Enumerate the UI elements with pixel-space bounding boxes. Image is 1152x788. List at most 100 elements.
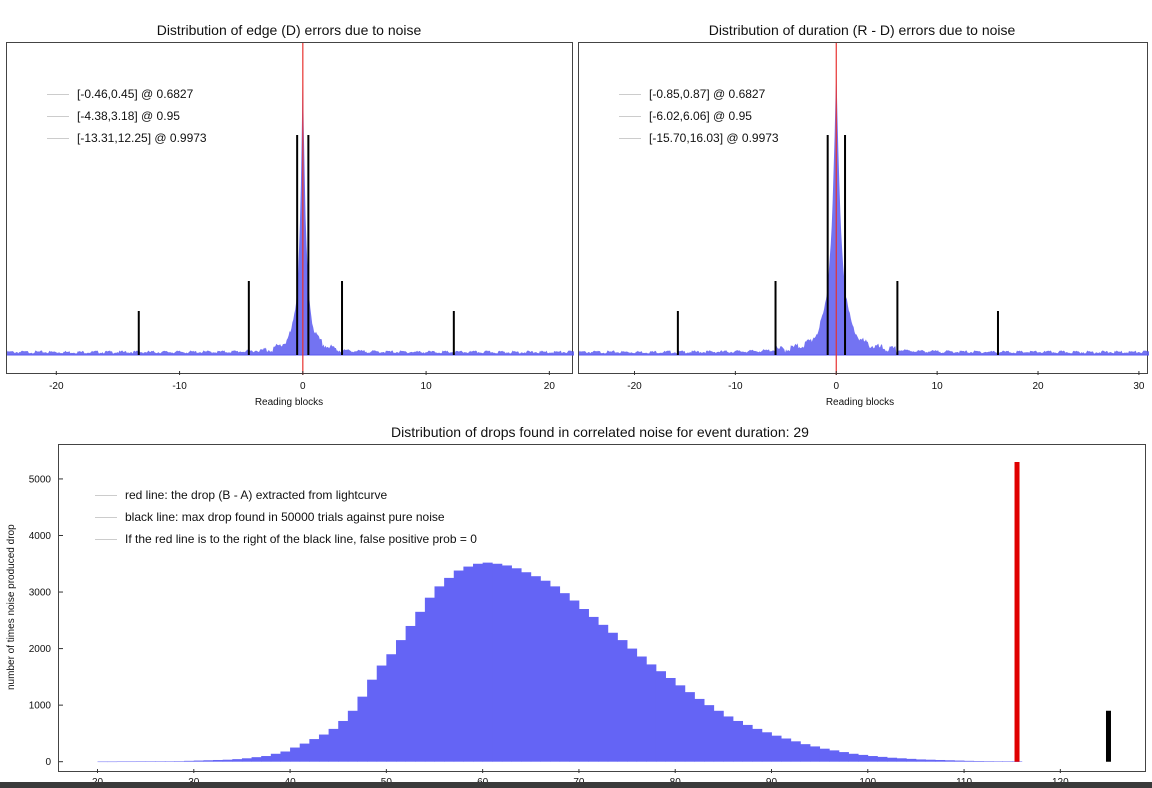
histogram-bar [530, 576, 541, 762]
y-tick-label: 2000 [29, 644, 52, 655]
histogram-bar [405, 625, 416, 762]
histogram-bar [810, 746, 821, 762]
legend-item: [-0.46,0.45] @ 0.6827 [47, 83, 207, 105]
x-axis-label: Reading blocks [825, 397, 895, 408]
histogram-bar [598, 624, 609, 762]
histogram-bar [877, 756, 888, 762]
histogram-bar [203, 760, 214, 762]
histogram-bar [973, 761, 984, 762]
histogram-bar [145, 761, 156, 762]
legend-line-swatch [47, 137, 69, 139]
histogram-bar [983, 761, 994, 762]
histogram-bar [800, 744, 811, 762]
histogram-bar [434, 586, 445, 762]
histogram-bar [636, 656, 647, 762]
legend-item: [-15.70,16.03] @ 0.9973 [619, 127, 779, 149]
histogram-bar [213, 759, 224, 762]
chart-title-duration-errors: Distribution of duration (R - D) errors … [708, 22, 1016, 38]
histogram-bar [453, 570, 464, 762]
x-tick-label: 10 [932, 381, 944, 392]
histogram-bar [761, 732, 772, 762]
histogram-bar [107, 761, 118, 763]
legend-item: black line: max drop found in 50000 tria… [95, 506, 477, 528]
histogram-bar [732, 720, 744, 762]
legend-label: red line: the drop (B - A) extracted fro… [125, 488, 388, 502]
histogram-bar [232, 759, 243, 762]
legend-line-swatch [619, 115, 641, 117]
x-tick-label: 10 [421, 381, 433, 392]
histogram-bar [790, 741, 801, 762]
legend-label: [-15.70,16.03] @ 0.9973 [649, 131, 779, 145]
histogram-bar [665, 677, 676, 762]
histogram-bar [482, 562, 493, 762]
histogram-bar [492, 563, 503, 762]
histogram-bar [338, 720, 349, 762]
histogram-bar [550, 586, 561, 762]
histogram-bar [675, 685, 686, 762]
plot-area-drops[interactable]: 0100020003000400050002030405060708090100… [29, 444, 1146, 788]
y-tick-label: 1000 [29, 701, 52, 712]
legend-item: [-13.31,12.25] @ 0.9973 [47, 127, 207, 149]
histogram-bar [569, 600, 580, 762]
histogram-bar [858, 754, 869, 762]
x-tick-label: 20 [544, 381, 556, 392]
histogram-bar [540, 580, 551, 762]
y-tick-label: 3000 [29, 588, 52, 599]
histogram-bar [617, 640, 628, 762]
legend-label: [-13.31,12.25] @ 0.9973 [77, 131, 207, 145]
histogram-bar [607, 632, 618, 762]
legend-line-swatch [95, 516, 117, 518]
legend-item: [-4.38,3.18] @ 0.95 [47, 105, 207, 127]
x-tick-label: 0 [833, 381, 839, 392]
histogram-bar [723, 716, 734, 762]
histogram-bar [164, 761, 175, 762]
y-axis-label: number of times noise produced drop [6, 524, 17, 690]
histogram-bar [444, 577, 455, 762]
legend-label: If the red line is to the right of the b… [125, 532, 477, 546]
histogram-bar [819, 748, 830, 762]
window-bottom-bar [0, 782, 1152, 788]
x-axis-label: Reading blocks [254, 397, 324, 408]
histogram-bar [424, 597, 435, 762]
plot-area-edge-errors[interactable]: -20 -10 0 10 20 [-0.46,0.45] @ 0.6827 [-4.38… [6, 42, 574, 392]
histogram-bar [925, 759, 936, 762]
histogram-bar [646, 664, 657, 762]
legend-item: [-6.02,6.06] @ 0.95 [619, 105, 779, 127]
legend-line-swatch [619, 137, 641, 139]
histogram-bar [694, 698, 705, 762]
histogram-bar [848, 753, 859, 762]
histogram-bar [347, 710, 358, 762]
histogram-bar [655, 671, 666, 762]
histogram-bar [935, 759, 946, 762]
histogram-bar [578, 609, 589, 762]
histogram-bar [155, 761, 166, 762]
histogram-bar [174, 761, 185, 762]
histogram-bar [386, 654, 397, 762]
histogram-bar [299, 743, 310, 762]
x-tick-label: -20 [627, 381, 642, 392]
histogram-bar [704, 705, 715, 762]
legend-item: If the red line is to the right of the b… [95, 528, 477, 550]
edge-errors-plot: -20 -10 0 10 20 [7, 43, 574, 392]
histogram-bar [116, 761, 127, 763]
histogram-bar [752, 728, 763, 762]
legend-line-swatch [47, 93, 69, 95]
histogram-bar [906, 758, 917, 762]
x-tick-label: -10 [728, 381, 743, 392]
legend-duration-errors: [-0.85,0.87] @ 0.6827 [-6.02,6.06] @ 0.9… [619, 83, 779, 149]
plot-area-duration-errors[interactable]: -20 -10 0 10 20 30 [-0.85,0.87] @ 0.6827 [-6.… [578, 42, 1149, 392]
histogram-bar [684, 692, 695, 762]
histogram-bar [251, 757, 262, 762]
histogram-bar [896, 758, 907, 762]
histogram-bar [511, 568, 522, 762]
y-tick-label: 4000 [29, 531, 52, 542]
y-tick-label: 5000 [29, 474, 52, 485]
histogram-bar [887, 757, 898, 762]
legend-label: [-0.85,0.87] @ 0.6827 [649, 87, 766, 101]
x-tick-label: 20 [1032, 381, 1044, 392]
histogram-bar [415, 611, 426, 762]
histogram-bar [964, 760, 975, 762]
histogram-bar [944, 760, 955, 762]
legend-line-swatch [95, 494, 117, 496]
legend-line-swatch [95, 538, 117, 540]
